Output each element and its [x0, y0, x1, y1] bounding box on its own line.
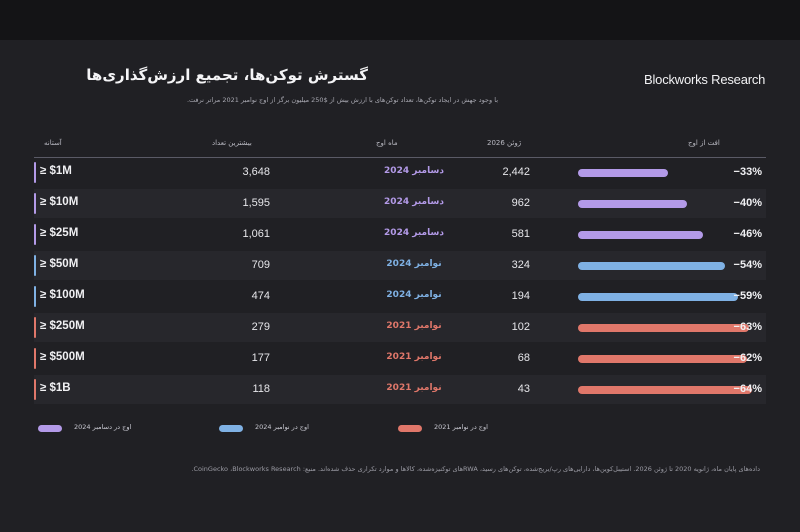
row-accent	[34, 224, 36, 245]
max-count-cell: 1,061	[242, 228, 270, 240]
peak-month-cell: دسامبر 2024	[384, 197, 444, 207]
legend-label: اوج در نوامبر 2024	[255, 423, 309, 431]
legend-label: اوج در نوامبر 2021	[434, 423, 488, 431]
top-band	[0, 0, 800, 40]
drop-label: −59%	[733, 290, 762, 302]
legend-swatch	[398, 425, 422, 432]
peak-month-cell: دسامبر 2024	[384, 166, 444, 176]
header-divider	[34, 157, 766, 158]
threshold-cell: ≥ $1B	[40, 382, 71, 394]
drop-bar	[578, 293, 738, 301]
legend-label: اوج در دسامبر 2024	[74, 423, 132, 431]
legend-swatch	[219, 425, 243, 432]
drop-bar	[578, 386, 752, 394]
max-count-cell: 118	[252, 383, 270, 395]
drop-label: −40%	[733, 197, 762, 209]
june-2026-cell: 962	[511, 197, 530, 209]
drop-bar	[578, 231, 703, 239]
table-row: ≥ $50M 709 نوامبر 2024 324 −54%	[34, 251, 766, 280]
drop-label: −54%	[733, 259, 762, 271]
june-2026-cell: 102	[511, 321, 530, 333]
drop-label: −46%	[733, 228, 762, 240]
threshold-cell: ≥ $10M	[40, 196, 79, 208]
row-accent	[34, 379, 36, 400]
column-header-threshold: آستانه	[44, 139, 62, 147]
column-header-peak-month: ماه اوج	[376, 139, 398, 147]
max-count-cell: 709	[251, 259, 270, 271]
june-2026-cell: 43	[517, 383, 530, 395]
source-note: داده‌های پایان ماه، ژانویه 2020 تا ژوئن …	[191, 465, 760, 473]
max-count-cell: 1,595	[242, 197, 270, 209]
june-2026-cell: 68	[517, 352, 530, 364]
drop-bar	[578, 355, 747, 363]
drop-bar	[578, 324, 749, 332]
drop-label: −63%	[733, 321, 762, 333]
row-accent	[34, 348, 36, 369]
june-2026-cell: 2,442	[502, 166, 530, 178]
row-accent	[34, 286, 36, 307]
peak-month-cell: نوامبر 2021	[386, 352, 442, 362]
threshold-cell: ≥ $250M	[40, 320, 85, 332]
drop-label: −62%	[733, 352, 762, 364]
peak-month-cell: نوامبر 2024	[386, 259, 442, 269]
column-header-max-count: بیشترین تعداد	[212, 139, 252, 147]
threshold-cell: ≥ $25M	[40, 227, 79, 239]
june-2026-cell: 324	[511, 259, 530, 271]
table-row: ≥ $500M 177 نوامبر 2021 68 −62%	[34, 344, 766, 373]
drop-bar	[578, 262, 725, 270]
max-count-cell: 279	[251, 321, 270, 333]
max-count-cell: 3,648	[242, 166, 270, 178]
drop-label: −33%	[733, 166, 762, 178]
max-count-cell: 177	[251, 352, 270, 364]
table-row: ≥ $10M 1,595 دسامبر 2024 962 −40%	[34, 189, 766, 218]
row-accent	[34, 255, 36, 276]
row-accent	[34, 317, 36, 338]
chart-title: گسترش توکن‌ها، تجمیع ارزش‌گذاری‌ها	[86, 66, 368, 84]
legend-swatch	[38, 425, 62, 432]
peak-month-cell: نوامبر 2021	[386, 321, 442, 331]
chart-subtitle: با وجود جهش در ایجاد توکن‌ها، تعداد توکن…	[186, 96, 498, 104]
row-accent	[34, 193, 36, 214]
peak-month-cell: نوامبر 2024	[386, 290, 442, 300]
peak-month-cell: نوامبر 2021	[386, 383, 442, 393]
peak-month-cell: دسامبر 2024	[384, 228, 444, 238]
threshold-cell: ≥ $500M	[40, 351, 85, 363]
threshold-cell: ≥ $50M	[40, 258, 79, 270]
column-header-june-2026: ژوئن 2026	[487, 139, 522, 147]
column-header-drop: افت از اوج	[688, 139, 720, 147]
drop-bar	[578, 200, 687, 208]
table-row: ≥ $100M 474 نوامبر 2024 194 −59%	[34, 282, 766, 311]
table-row: ≥ $1M 3,648 دسامبر 2024 2,442 −33%	[34, 158, 766, 187]
row-accent	[34, 162, 36, 183]
chart-card	[0, 40, 800, 532]
drop-label: −64%	[733, 383, 762, 395]
table-row: ≥ $250M 279 نوامبر 2021 102 −63%	[34, 313, 766, 342]
threshold-cell: ≥ $1M	[40, 165, 72, 177]
june-2026-cell: 194	[511, 290, 530, 302]
table-row: ≥ $25M 1,061 دسامبر 2024 581 −46%	[34, 220, 766, 249]
table-row: ≥ $1B 118 نوامبر 2021 43 −64%	[34, 375, 766, 404]
max-count-cell: 474	[251, 290, 270, 302]
brand-logo: Blockworks Research	[644, 72, 766, 87]
drop-bar	[578, 169, 668, 177]
threshold-cell: ≥ $100M	[40, 289, 85, 301]
june-2026-cell: 581	[511, 228, 530, 240]
